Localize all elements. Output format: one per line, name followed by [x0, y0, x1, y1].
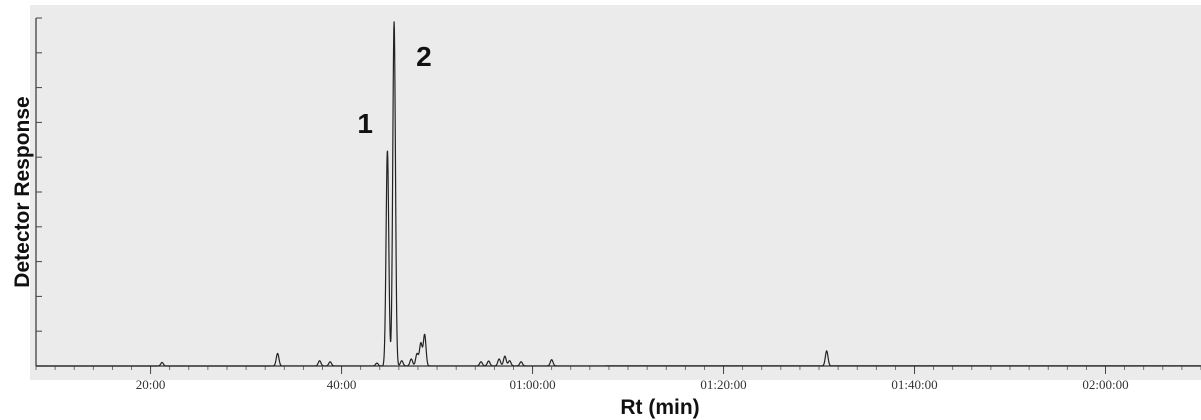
x-tick-label: 01:00:00 — [509, 377, 555, 392]
x-axis-tick-labels: 20:00 40:00 01:00:00 01:20:00 01:40:00 02:00:… — [136, 377, 1129, 392]
y-axis-title: Detector Response — [11, 96, 34, 287]
peak-label-2: 2 — [416, 41, 432, 72]
x-tick-label: 20:00 — [136, 377, 166, 392]
x-axis-minor-ticks — [35, 366, 1201, 370]
series-trace — [36, 21, 1201, 367]
x-tick-label: 02:00:00 — [1082, 377, 1128, 392]
x-tick-label: 40:00 — [327, 377, 357, 392]
peak-label-1: 1 — [357, 108, 373, 139]
x-axis-ticks — [150, 366, 1107, 374]
peak-annotations: 12 — [357, 41, 431, 139]
x-axis-title: Rt (min) — [620, 396, 699, 419]
x-tick-label: 01:40:00 — [891, 377, 937, 392]
chart-background — [30, 5, 1201, 380]
x-tick-label: 01:20:00 — [700, 377, 746, 392]
